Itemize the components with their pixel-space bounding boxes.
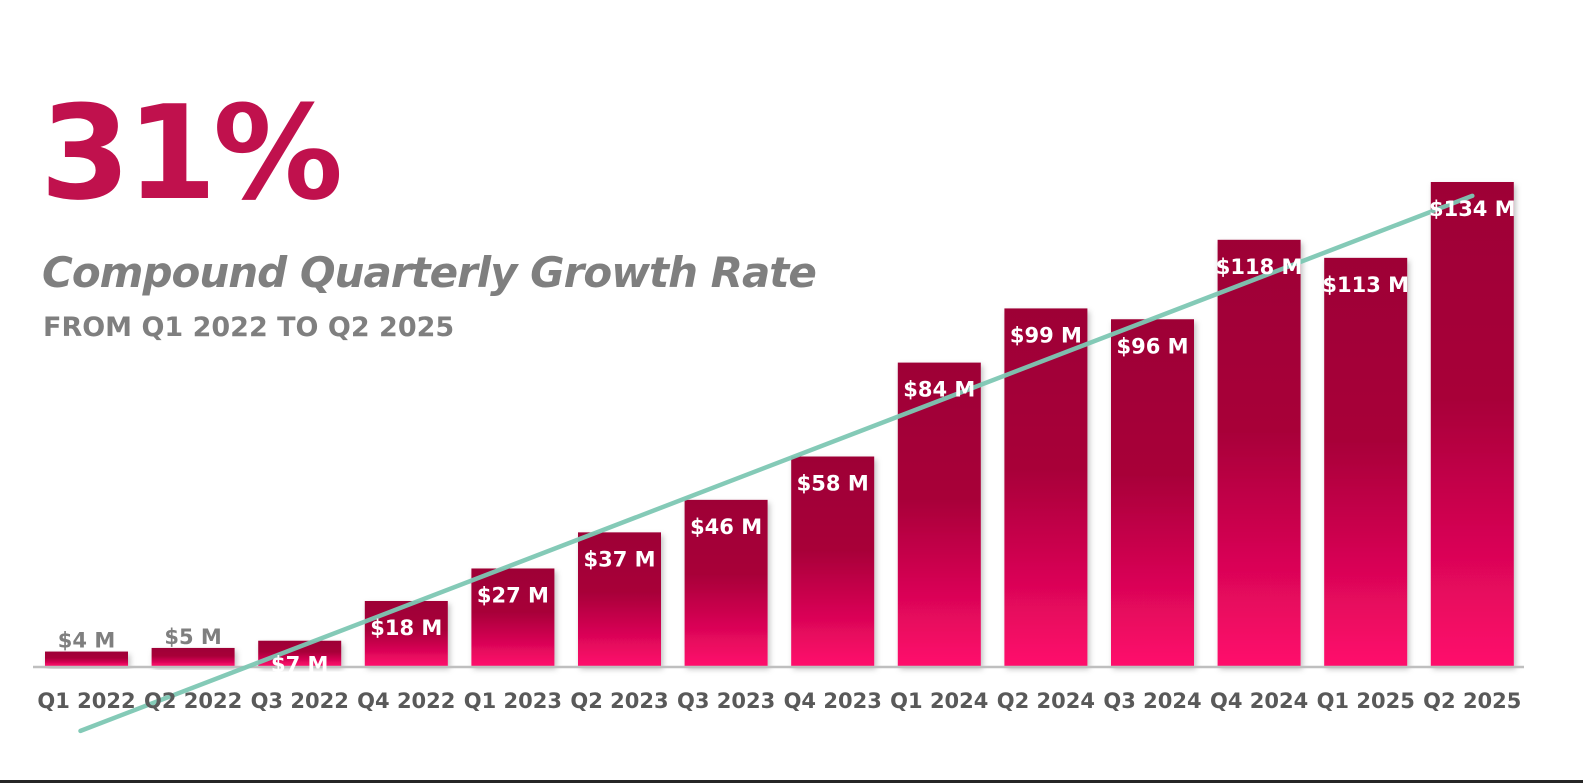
bar-value-label: $118 M [1216, 255, 1303, 279]
bar-value-label: $134 M [1429, 197, 1516, 221]
bar-q2-2025 [1430, 182, 1514, 666]
trend-line [78, 193, 1475, 734]
bar-value-label: $46 M [690, 515, 762, 539]
bar-q1-2025 [1324, 257, 1408, 666]
bar-q1-2024 [897, 362, 981, 666]
bar-value-label: $113 M [1322, 273, 1409, 297]
category-label: Q2 2023 [570, 689, 668, 713]
category-label: Q4 2023 [784, 689, 882, 713]
bar-value-label: $99 M [1010, 323, 1082, 347]
category-label: Q1 2023 [464, 689, 562, 713]
bar-value-label: $58 M [797, 472, 869, 496]
bar-q1-2023 [471, 568, 555, 666]
bar-q3-2024 [1111, 319, 1194, 666]
bar-value-label: $4 M [58, 629, 115, 653]
bar-value-label: $84 M [903, 378, 975, 402]
bar-q2-2023 [578, 532, 661, 666]
bar-q3-2023 [684, 499, 768, 666]
category-label: Q4 2022 [357, 689, 455, 713]
bar-value-label: $7 M [271, 653, 328, 677]
category-label: Q1 2022 [37, 689, 135, 713]
labels-layer: $4 M $5 M $7 M $18 M $27 M $37 M $46 M $58 M $84… [58, 197, 1516, 677]
category-label: Q2 2022 [144, 689, 242, 713]
bar-value-label: $96 M [1116, 334, 1188, 358]
category-label: Q2 2025 [1423, 689, 1521, 713]
category-label: Q3 2023 [677, 689, 775, 713]
bar-q2-2022 [151, 647, 235, 666]
bar-value-label: $5 M [164, 625, 221, 649]
bottom-divider [0, 780, 1583, 783]
bar-q4-2022 [364, 600, 448, 666]
category-label: Q3 2022 [251, 689, 349, 713]
category-label: Q1 2025 [1317, 689, 1415, 713]
category-labels: Q1 2022 Q2 2022 Q3 2022 Q4 2022 Q1 2023 Q2 20… [37, 689, 1521, 713]
category-label: Q2 2024 [997, 689, 1095, 713]
bar-q4-2024 [1217, 239, 1301, 666]
growth-rate-label: Compound Quarterly Growth Rate [42, 248, 817, 297]
category-label: Q1 2024 [890, 689, 988, 713]
growth-period: FROM Q1 2022 TO Q2 2025 [43, 312, 455, 343]
trend-layer [78, 193, 1475, 734]
category-label: Q4 2024 [1210, 689, 1308, 713]
bar-value-label: $18 M [370, 616, 442, 640]
bar-q1-2022 [45, 651, 128, 666]
bar-q4-2023 [791, 456, 875, 666]
growth-rate-value: 31% [40, 77, 343, 229]
bar-value-label: $37 M [583, 547, 655, 571]
category-label: Q3 2024 [1103, 689, 1201, 713]
bar-value-label: $27 M [477, 583, 549, 607]
